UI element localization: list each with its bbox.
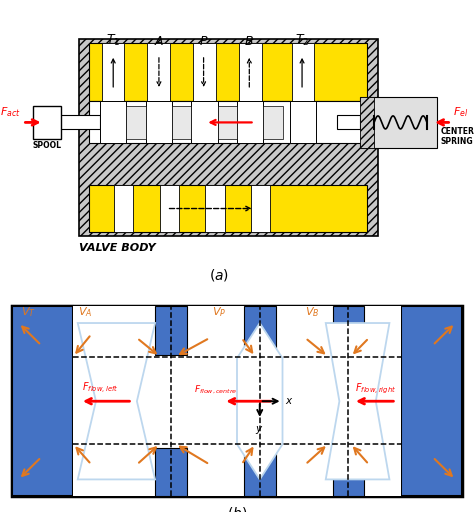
- Bar: [172, 106, 191, 139]
- Text: $V_A$: $V_A$: [78, 306, 92, 319]
- Text: $(a)$: $(a)$: [210, 267, 229, 283]
- Bar: [239, 44, 262, 101]
- Text: $(b)$: $(b)$: [227, 505, 247, 512]
- Bar: [101, 44, 125, 101]
- Bar: [146, 101, 172, 143]
- Bar: [155, 306, 187, 355]
- Text: SPOOL: SPOOL: [33, 141, 62, 150]
- Text: $P$: $P$: [199, 35, 209, 48]
- Text: CENTERING
SPRING: CENTERING SPRING: [441, 126, 474, 146]
- Bar: [160, 185, 179, 232]
- Bar: [193, 44, 216, 101]
- Text: VALVE BODY: VALVE BODY: [79, 243, 155, 253]
- Text: $V_P$: $V_P$: [212, 306, 226, 319]
- Bar: [237, 101, 264, 143]
- Bar: [218, 106, 237, 139]
- Bar: [89, 44, 367, 101]
- Bar: [251, 185, 270, 232]
- Text: $F_{act}$: $F_{act}$: [0, 105, 21, 119]
- Text: $x$: $x$: [285, 396, 293, 406]
- Bar: [360, 97, 438, 148]
- Text: $y$: $y$: [255, 423, 264, 436]
- Text: $F_{flow}$: $F_{flow}$: [258, 106, 281, 120]
- Text: $F_{flow,right}$: $F_{flow,right}$: [356, 381, 397, 396]
- Bar: [205, 185, 225, 232]
- Text: $A$: $A$: [154, 35, 164, 48]
- Bar: [89, 101, 367, 143]
- Text: $V_B$: $V_B$: [305, 306, 319, 319]
- Text: $T_1$: $T_1$: [106, 33, 120, 48]
- Text: $B$: $B$: [245, 35, 254, 48]
- Text: $F_{flow,left}$: $F_{flow,left}$: [82, 380, 119, 396]
- Bar: [360, 97, 374, 148]
- Bar: [155, 448, 187, 496]
- Bar: [333, 448, 365, 496]
- Bar: [244, 448, 276, 496]
- Bar: [333, 306, 365, 355]
- Bar: [264, 106, 283, 139]
- Bar: [114, 185, 133, 232]
- Bar: [292, 44, 314, 101]
- Bar: [244, 306, 276, 355]
- Bar: [100, 101, 126, 143]
- Polygon shape: [237, 323, 283, 479]
- Bar: [44, 115, 100, 130]
- Bar: [73, 306, 401, 496]
- Bar: [12, 306, 73, 496]
- Bar: [191, 101, 218, 143]
- Text: $F_{el}$: $F_{el}$: [453, 105, 469, 119]
- Polygon shape: [326, 323, 390, 479]
- Bar: [126, 106, 146, 139]
- Text: $V_T$: $V_T$: [21, 306, 36, 319]
- Text: $T_2$: $T_2$: [295, 33, 309, 48]
- Bar: [89, 185, 367, 232]
- Bar: [147, 44, 170, 101]
- Bar: [79, 38, 378, 237]
- Bar: [401, 306, 462, 496]
- Bar: [290, 101, 316, 143]
- Text: $F_{flow,centre}$: $F_{flow,centre}$: [194, 383, 237, 396]
- Polygon shape: [78, 323, 155, 479]
- Bar: [33, 106, 61, 139]
- Bar: [337, 115, 360, 130]
